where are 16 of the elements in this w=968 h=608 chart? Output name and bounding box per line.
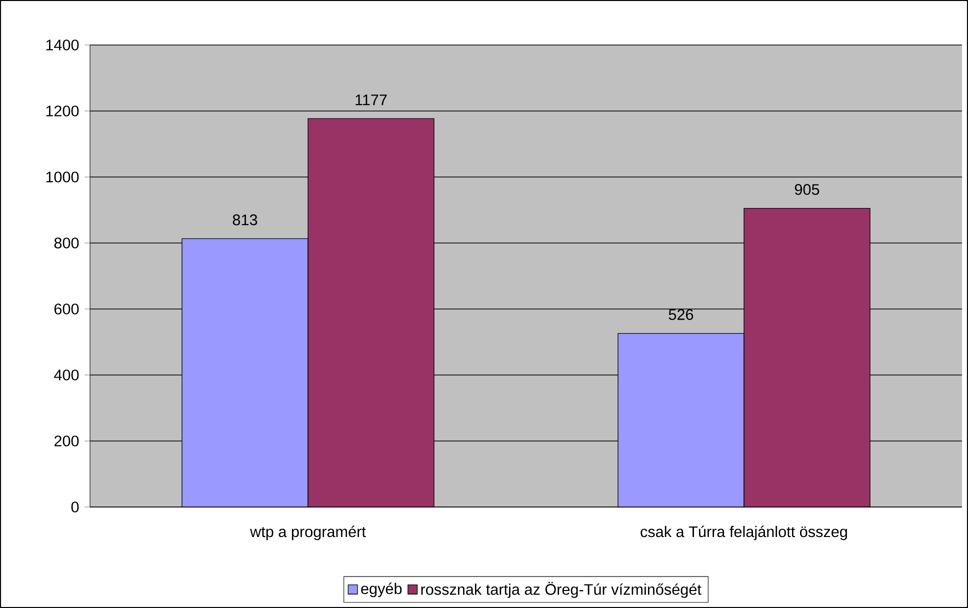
y-tick-label: 200	[54, 436, 79, 446]
legend-label: egyéb	[361, 582, 402, 598]
y-tick-label: 1000	[46, 172, 79, 182]
x-tick-label: csak a Túrra felajánlott összeg	[640, 526, 847, 540]
data-label: 526	[668, 309, 694, 320]
data-label: 813	[232, 214, 258, 226]
data-label: 1177	[356, 94, 387, 106]
legend-label: rossznak tartja az Öreg-Túr vízminőségét	[421, 582, 702, 598]
y-tick-label: 1200	[46, 106, 79, 116]
y-tick-label: 0	[71, 502, 79, 512]
y-tick-label: 1400	[46, 40, 79, 50]
y-tick-label: 400	[54, 370, 79, 380]
x-tick-label: wtp a programért	[250, 526, 366, 540]
y-tick-label: 600	[54, 304, 79, 314]
data-label: 905	[794, 184, 820, 195]
y-tick-label: 800	[54, 238, 79, 248]
